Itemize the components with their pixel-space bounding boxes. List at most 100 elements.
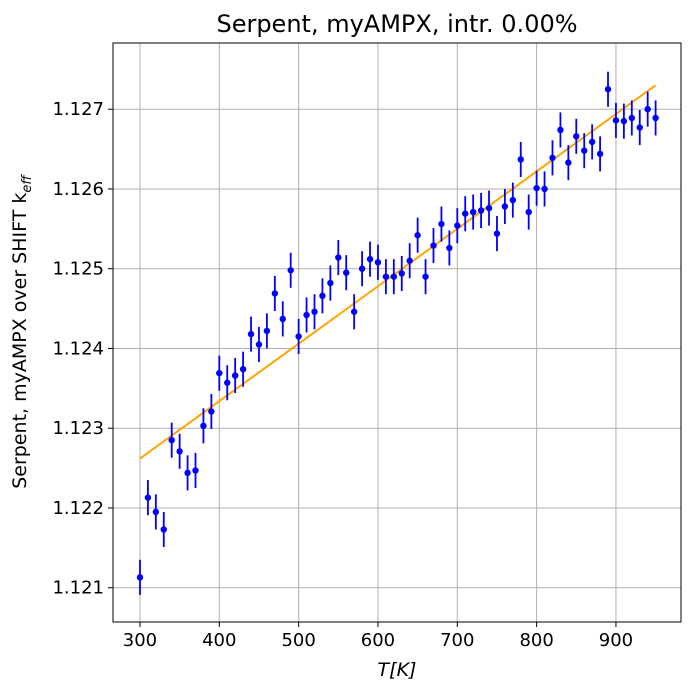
y-tick-label: 1.126 [52,179,104,200]
data-point [216,355,223,391]
data-point [501,188,509,225]
fit-line-group [139,84,657,460]
point-marker [255,341,263,348]
axis-ticks: 300 400 500 600 700 800 900 1.121 1.122 1.123 1.12… [52,99,633,651]
point-marker [438,220,445,228]
data-point [430,228,437,264]
point-marker [271,290,279,297]
point-marker [406,257,413,264]
point-marker [319,292,326,300]
data-point [247,316,255,352]
data-point [382,259,390,295]
point-marker [525,208,532,216]
y-tick-label: 1.125 [52,259,104,280]
x-tick-label: 300 [123,630,157,651]
point-marker [263,327,271,335]
data-point [279,301,286,337]
point-marker [588,138,596,146]
data-point [628,100,636,136]
point-marker [565,159,572,166]
data-point [208,393,215,429]
data-point [454,208,461,244]
point-marker [533,184,540,192]
point-marker [581,147,588,154]
point-marker [303,311,310,319]
point-marker [509,196,517,204]
point-marker [144,494,152,501]
data-point [231,358,239,394]
point-marker [422,273,429,280]
point-marker [374,259,382,266]
data-point [462,196,469,232]
chart-title: Serpent, myAMPX, intr. 0.00% [216,10,577,38]
point-marker [239,365,247,373]
data-point [271,275,279,311]
data-point [493,216,501,252]
data-point [469,194,477,230]
point-marker [136,574,144,581]
point-marker [477,207,485,214]
point-marker [176,448,183,455]
data-point [390,259,398,295]
data-point [477,192,485,229]
data-point [366,241,374,277]
data-point [644,91,651,127]
data-point [343,255,350,291]
point-marker [160,526,167,533]
data-point [485,190,493,226]
data-point [565,145,572,181]
data-point [255,326,263,363]
point-marker [596,150,604,158]
data-point [414,217,421,253]
point-marker [192,467,199,474]
point-marker [382,273,390,280]
data-point [612,102,620,138]
data-point [557,112,564,148]
point-marker [446,244,453,252]
data-point [541,171,548,207]
data-point [581,133,588,169]
data-point [588,124,596,160]
data-point [620,103,628,139]
fit-line [139,84,657,460]
data-point [596,136,604,172]
point-marker [216,369,223,377]
x-tick-label: 700 [440,630,474,651]
point-marker [224,379,231,386]
y-tick-label: 1.124 [52,338,104,359]
data-point [152,494,160,530]
data-point [374,244,382,280]
point-marker [557,126,564,134]
x-tick-label: 500 [281,630,315,651]
data-point [224,365,231,401]
data-point [335,239,342,276]
data-point [438,206,445,242]
point-marker [573,133,580,140]
point-marker [152,508,160,516]
y-tick-label: 1.121 [52,578,104,599]
data-point [573,118,580,154]
data-point [192,452,199,489]
point-marker [620,117,628,125]
point-marker [295,333,302,340]
point-marker [247,330,255,338]
plot-area [113,43,681,622]
point-marker [517,156,524,163]
y-tick-label: 1.122 [52,498,104,519]
point-marker [358,265,366,272]
data-point [446,230,453,266]
data-point [239,351,247,387]
x-tick-label: 800 [519,630,553,651]
point-marker [469,208,477,216]
data-point [287,252,294,288]
y-axis-label: Serpent, myAMPX over SHIFT keff [9,174,35,489]
data-point [517,141,524,177]
point-marker [628,114,636,122]
data-point [509,182,517,218]
x-tick-label: 400 [202,630,236,651]
data-point [525,194,532,230]
point-marker [366,255,374,263]
data-point [652,100,659,136]
